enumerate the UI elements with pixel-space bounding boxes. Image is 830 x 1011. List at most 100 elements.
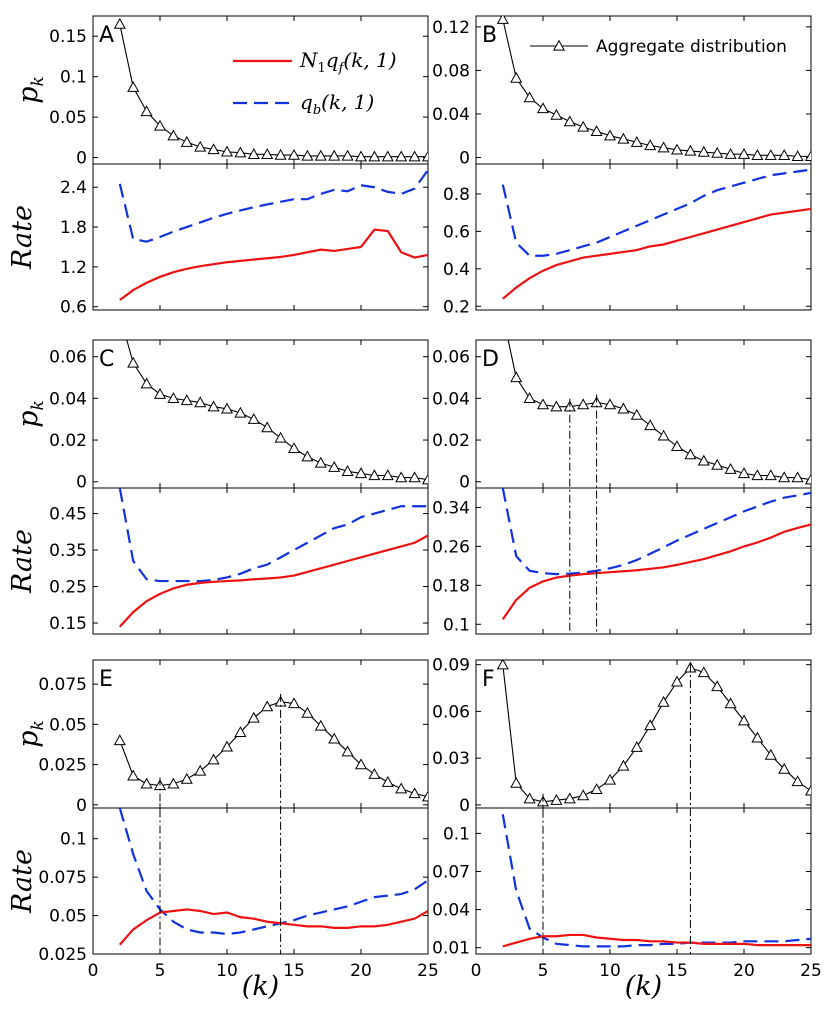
- panel-a-bottom-axes: 0.6 1.2 1.8 2.4: [60, 163, 429, 318]
- panel-e-aggregate-point: [234, 726, 247, 738]
- panel-e-aggregate-point: [368, 767, 381, 779]
- panel-b-aggregate-point: [737, 147, 751, 159]
- panel-d-backward-line: [501, 488, 811, 576]
- panel-e-bottom-ytick-label: 0.1: [60, 830, 87, 850]
- panel-d-aggregate-point: [617, 402, 630, 414]
- panel-e-top-ytick-label: 0.075: [38, 675, 87, 695]
- panel-c-bottom-frame: [92, 487, 429, 635]
- panel-a-bottom-ytick-label: 1.8: [60, 218, 87, 238]
- panel-a-aggregate-point: [421, 150, 428, 162]
- panel-e-aggregate-point: [408, 787, 421, 799]
- xtick-label: 0: [88, 961, 99, 981]
- panel-c-aggregate-point: [127, 356, 140, 368]
- panel-a-bottom-ytick-label: 1.2: [60, 258, 87, 278]
- x-axis-label: (k): [242, 971, 279, 1002]
- panel-b-aggregate-point: [670, 143, 684, 155]
- panel-b-bottom-ytick-label: 0.4: [443, 260, 470, 280]
- panel-c-bottom-ytick-label: 0.45: [49, 505, 87, 525]
- panel-a-aggregate-point: [328, 149, 341, 161]
- bottom-ylabel: Rate: [7, 529, 38, 594]
- panel-e-aggregate-point: [421, 790, 428, 802]
- panel-a-aggregate-point: [261, 148, 274, 159]
- panel-d-aggregate-point: [791, 471, 804, 483]
- legend-forward-label: N1qf(k, 1): [299, 48, 397, 76]
- panel-d-top-ytick-label: 0.02: [432, 431, 470, 451]
- panel-a-aggregate-point: [127, 80, 140, 92]
- panel-b-aggregate-point: [523, 91, 536, 103]
- panel-b-aggregate-point: [563, 115, 576, 127]
- panel-e-top-axes: 0 0.025 0.05 0.075: [38, 659, 429, 816]
- panel-d-aggregate-point: [510, 371, 523, 383]
- panel-f-aggregate-point: [550, 793, 563, 805]
- panel-d-bottom-ytick-label: 0.18: [432, 576, 470, 596]
- xtick-label: 20: [350, 961, 372, 981]
- panel-e-aggregate-point: [207, 753, 220, 765]
- panel-c-aggregate-point: [341, 465, 354, 476]
- panel-c-bottom-ytick-label: 0.25: [49, 578, 87, 598]
- xtick-label: 5: [155, 961, 166, 981]
- panel-f-bottom-ytick-label: 0.07: [432, 862, 470, 882]
- panel-a-aggregate-point: [354, 150, 368, 162]
- top-ylabel: pk: [13, 400, 48, 428]
- legend-panel-b: Aggregate distribution: [530, 37, 787, 57]
- panel-c-aggregate-point: [301, 450, 314, 462]
- panel-d-aggregate-point: [751, 469, 764, 481]
- panel-a-aggregate-point: [274, 148, 287, 160]
- panel-a-top-ytick-label: 0.15: [49, 27, 87, 47]
- panel-b-aggregate-point: [804, 150, 811, 162]
- panel-e-forward-line: [118, 908, 428, 946]
- panel-a-aggregate-point: [341, 149, 354, 161]
- x-axis-label: (k): [625, 971, 662, 1002]
- panel-f-aggregate-point: [603, 773, 617, 785]
- panel-f-bottom-ytick-label: 0.1: [443, 824, 470, 844]
- panel-f-aggregate-point: [630, 741, 643, 752]
- panel-e-aggregate-point: [314, 719, 327, 731]
- panel-a-aggregate-point: [180, 135, 193, 147]
- panel-c-aggregate-point: [395, 471, 408, 483]
- panel-d-top-axes: 0 0.02 0.04 0.06: [432, 339, 812, 493]
- panel-f-aggregate-point: [791, 775, 804, 787]
- panel-c-bottom-ytick-label: 0.15: [49, 614, 87, 634]
- panel-a-aggregate-point: [381, 150, 394, 162]
- panel-a-top-frame: [92, 15, 429, 165]
- panel-d-aggregate-point: [737, 467, 751, 479]
- panel-d-aggregate-point: [523, 392, 536, 404]
- panel-b-aggregate-point: [657, 141, 670, 153]
- panel-d-aggregate-point: [804, 473, 811, 485]
- panel-b-bottom-frame: [475, 163, 812, 311]
- top-ylabel: pk: [13, 720, 48, 748]
- panel-b-aggregate-point: [496, 16, 509, 24]
- panel-a-aggregate-line: [119, 23, 428, 158]
- xtick-label: 5: [538, 961, 549, 981]
- panel-b-aggregate-point: [724, 147, 737, 159]
- panel-a-aggregate-point: [287, 148, 301, 160]
- xtick-label: 25: [417, 961, 439, 981]
- panel-f-forward-line: [502, 933, 811, 948]
- panel-d-top-ytick-label: 0.06: [432, 348, 470, 368]
- panel-f-top-ytick-label: 0.09: [432, 656, 470, 676]
- panel-a-aggregate-point: [247, 148, 260, 159]
- panel-d-aggregate-point: [657, 429, 670, 441]
- panel-a-aggregate-point: [140, 105, 153, 117]
- panel-e-aggregate-point: [113, 734, 126, 746]
- bottom-ylabel: Rate: [7, 205, 38, 270]
- panel-c-top-axes: 0 0.02 0.04 0.06: [49, 339, 429, 493]
- panel-d-aggregate-point: [778, 471, 791, 483]
- panel-a-aggregate-point: [167, 129, 180, 141]
- panel-a-aggregate-point: [368, 150, 381, 162]
- panel-e-aggregate-point: [220, 740, 234, 752]
- panel-b-aggregate-point: [536, 102, 550, 114]
- panel-f-top-ytick-label: 0.06: [432, 702, 470, 722]
- panel-e-aggregate-point: [341, 745, 354, 757]
- panel-c-aggregate-point: [421, 473, 428, 485]
- panel-d-top-ytick-label: 0.04: [432, 389, 470, 409]
- panel-f-aggregate-point: [724, 697, 737, 709]
- panel-f-aggregate-point: [617, 759, 630, 771]
- legend-panel-a: N1qf(k, 1) qb(k, 1): [233, 48, 397, 118]
- panel-e-top-ytick-label: 0.025: [38, 756, 87, 776]
- panel-f-aggregate-point: [751, 731, 764, 743]
- panel-a-aggregate-point: [301, 149, 314, 161]
- panel-f-aggregate-point: [563, 792, 576, 804]
- panel-c-aggregate-point: [274, 431, 287, 443]
